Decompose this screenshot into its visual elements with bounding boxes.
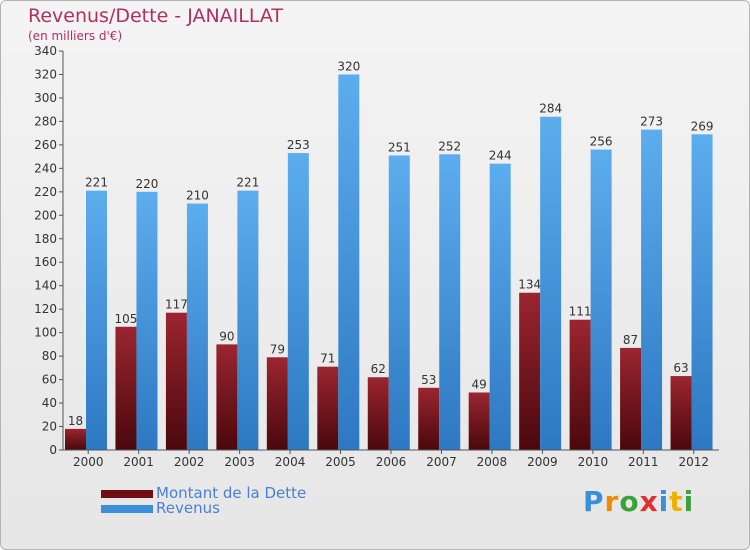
- y-tick-label: 300: [34, 91, 57, 105]
- bar-dette-2009: [519, 292, 541, 450]
- legend-swatch-dette: [101, 490, 153, 498]
- y-tick-label: 60: [42, 373, 57, 387]
- x-tick-label: 2012: [678, 455, 709, 469]
- x-tick-label: 2009: [527, 455, 558, 469]
- data-label-revenus-2009: 284: [539, 102, 562, 116]
- data-label-dette-2000: 18: [68, 414, 83, 428]
- data-label-dette-2007: 53: [421, 373, 436, 387]
- x-tick-label: 2011: [628, 455, 659, 469]
- data-label-dette-2012: 63: [673, 361, 688, 375]
- x-tick-label: 2003: [224, 455, 255, 469]
- y-tick-label: 200: [34, 208, 57, 222]
- legend-label-dette: Montant de la Dette: [156, 484, 307, 502]
- bar-revenus-2004: [287, 153, 309, 451]
- data-label-revenus-2003: 221: [236, 176, 259, 190]
- bar-revenus-2011: [641, 129, 663, 450]
- x-tick-label: 2005: [325, 455, 356, 469]
- y-tick-label: 320: [34, 67, 57, 81]
- data-label-dette-2002: 117: [165, 298, 188, 312]
- data-label-dette-2008: 49: [472, 377, 487, 391]
- bar-revenus-2005: [338, 74, 360, 451]
- bar-dette-2003: [216, 344, 238, 450]
- data-label-dette-2009: 134: [518, 278, 541, 292]
- x-tick-label: 2000: [73, 455, 104, 469]
- legend-label-revenus: Revenus: [156, 499, 220, 517]
- proxiti-logo: Proxiti: [583, 485, 695, 518]
- bar-revenus-2008: [489, 163, 511, 451]
- y-tick-label: 220: [34, 185, 57, 199]
- y-tick-label: 340: [34, 44, 57, 58]
- bar-dette-2008: [468, 392, 490, 450]
- bar-dette-2002: [165, 312, 187, 450]
- bar-revenus-2003: [237, 190, 259, 450]
- data-label-dette-2006: 62: [371, 362, 386, 376]
- chart-title: Revenus/Dette - JANAILLAT: [28, 5, 284, 27]
- bar-revenus-2001: [136, 191, 158, 450]
- data-label-dette-2005: 71: [320, 352, 335, 366]
- bar-revenus-2007: [439, 154, 461, 451]
- bar-dette-2011: [620, 347, 642, 450]
- data-label-revenus-2002: 210: [186, 189, 209, 203]
- data-label-dette-2001: 105: [115, 312, 138, 326]
- y-tick-label: 140: [34, 279, 57, 293]
- bar-dette-2001: [115, 326, 137, 450]
- data-label-revenus-2004: 253: [287, 138, 310, 152]
- bar-revenus-2012: [691, 134, 713, 450]
- data-label-revenus-2007: 252: [438, 139, 461, 153]
- x-tick-label: 2010: [578, 455, 609, 469]
- data-label-revenus-2010: 256: [590, 135, 613, 149]
- x-tick-label: 2008: [477, 455, 508, 469]
- x-tick-label: 2001: [123, 455, 154, 469]
- bar-dette-2006: [367, 377, 389, 450]
- bar-dette-2012: [670, 376, 692, 450]
- data-label-dette-2010: 111: [569, 305, 592, 319]
- bar-revenus-2009: [540, 116, 562, 450]
- data-label-revenus-2006: 251: [388, 140, 411, 154]
- y-tick-label: 180: [34, 232, 57, 246]
- bar-revenus-2006: [388, 155, 410, 450]
- x-tick-label: 2004: [275, 455, 306, 469]
- y-tick-label: 160: [34, 255, 57, 269]
- legend-swatch-revenus: [101, 505, 153, 513]
- bar-dette-2000: [65, 428, 86, 450]
- y-tick-label: 0: [49, 443, 57, 457]
- y-tick-label: 20: [42, 420, 57, 434]
- x-tick-label: 2006: [376, 455, 407, 469]
- x-axis: 2000 2001 2002 2003 2004 2005 2006 2007 2008 2009…: [63, 449, 719, 469]
- bar-dette-2007: [418, 387, 440, 450]
- bar-revenus-2000: [86, 190, 107, 450]
- bar-dette-2004: [266, 357, 288, 450]
- data-label-dette-2004: 79: [270, 342, 285, 356]
- x-tick-label: 2007: [426, 455, 457, 469]
- bar-dette-2010: [569, 319, 591, 450]
- y-tick-label: 260: [34, 138, 57, 152]
- bar-revenus-2002: [186, 203, 208, 450]
- y-tick-label: 120: [34, 302, 57, 316]
- x-tick-label: 2002: [174, 455, 205, 469]
- data-label-revenus-2005: 320: [337, 59, 360, 73]
- y-tick-label: 80: [42, 349, 57, 363]
- data-label-revenus-2001: 220: [136, 177, 159, 191]
- chart-subtitle: (en milliers d'€): [28, 29, 123, 43]
- data-label-dette-2011: 87: [623, 333, 638, 347]
- y-axis: 0 20 40 60 80 100 120 140 160 180 200 220 240 260 280 3…: [34, 44, 64, 457]
- y-tick-label: 100: [34, 326, 57, 340]
- data-label-revenus-2012: 269: [691, 119, 714, 133]
- y-tick-label: 40: [42, 396, 57, 410]
- data-label-revenus-2000: 221: [85, 176, 108, 190]
- bar-revenus-2010: [590, 149, 612, 450]
- data-label-dette-2003: 90: [219, 329, 234, 343]
- y-tick-label: 280: [34, 114, 57, 128]
- bars: 18 221 105 220 117 210 90 221 79 253 71 320 62 251 53 2…: [65, 59, 714, 451]
- bar-dette-2005: [317, 366, 339, 450]
- data-label-revenus-2011: 273: [640, 115, 663, 129]
- data-label-revenus-2008: 244: [489, 149, 512, 163]
- y-tick-label: 240: [34, 161, 57, 175]
